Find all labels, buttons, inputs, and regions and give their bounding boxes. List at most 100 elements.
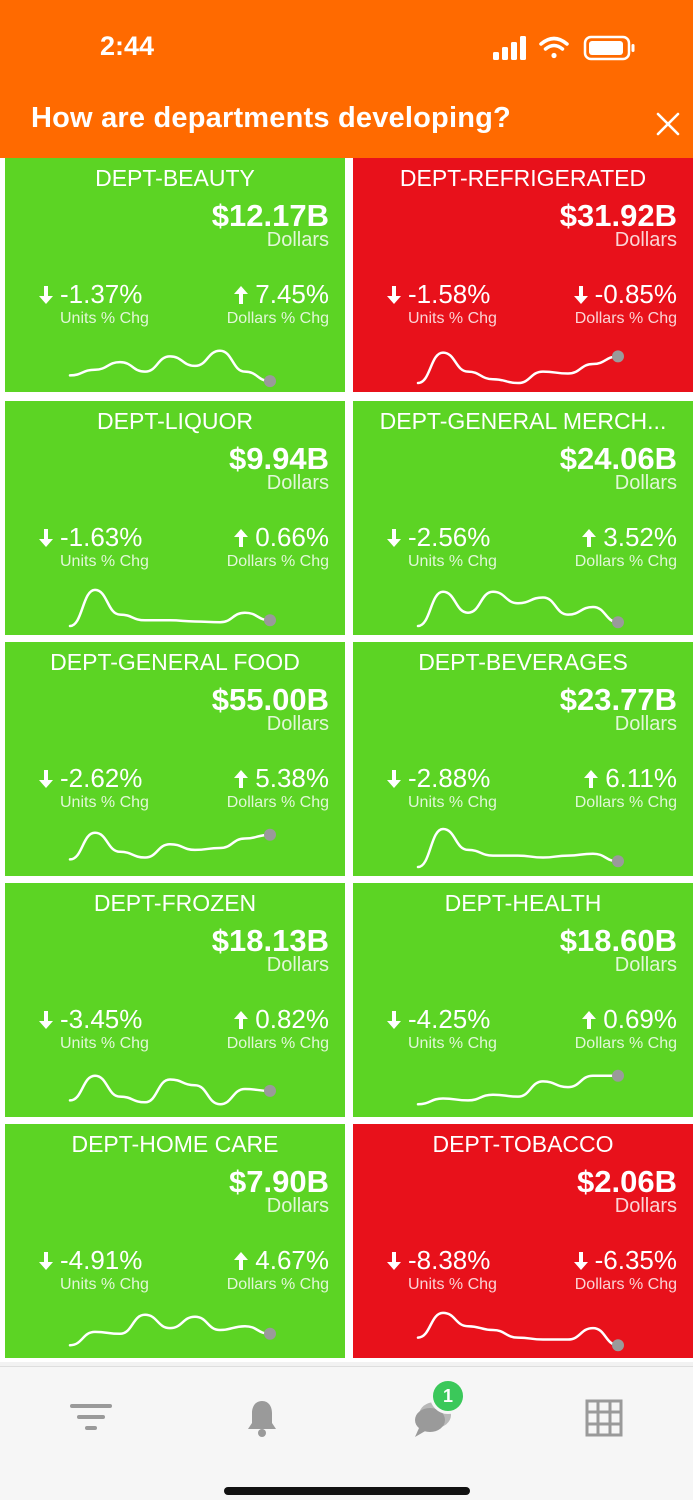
value-unit: Dollars	[266, 713, 329, 735]
trend-sparkline	[416, 590, 624, 629]
department-value: $23.77B	[559, 682, 677, 717]
department-name: DEPT-BEAUTY	[95, 165, 255, 191]
sparkline-endpoint	[612, 616, 624, 629]
dollars-change: -0.85%	[573, 279, 677, 310]
units-change: -3.45%	[38, 1004, 142, 1035]
sparkline-path	[68, 1313, 272, 1347]
notification-badge: 1	[430, 1378, 466, 1414]
dollars-change: 0.69%	[581, 1004, 677, 1035]
dollars-change-value: 0.69%	[603, 1004, 677, 1034]
sparkline-path	[416, 1074, 620, 1106]
sparkline-endpoint	[612, 855, 624, 868]
tab-filter[interactable]	[66, 1393, 116, 1443]
tab-notifications[interactable]	[237, 1393, 287, 1443]
sparkline-path	[68, 349, 272, 383]
dollars-change: 7.45%	[233, 279, 329, 310]
sparkline-endpoint	[612, 1069, 624, 1082]
grid-icon	[585, 1399, 623, 1437]
dollars-change: 0.82%	[233, 1004, 329, 1035]
arrow-up-icon	[582, 528, 597, 547]
units-change-label: Units % Chg	[408, 310, 497, 327]
units-change-label: Units % Chg	[408, 1035, 497, 1052]
department-tile[interactable]: DEPT-GENERAL MERCH... $24.06B Dollars -2.56…	[353, 401, 693, 635]
dollars-change-label: Dollars % Chg	[226, 310, 329, 327]
units-change: -1.58%	[386, 279, 490, 310]
dollars-change-label: Dollars % Chg	[226, 553, 329, 570]
department-tile[interactable]: DEPT-HOME CARE $7.90B Dollars -4.91% 4.67% Un…	[5, 1124, 345, 1358]
dollars-change-label: Dollars % Chg	[226, 1035, 329, 1052]
dollars-change-label: Dollars % Chg	[574, 310, 677, 327]
units-change: -2.56%	[386, 522, 490, 553]
dollars-change-label: Dollars % Chg	[574, 1276, 677, 1293]
sparkline-endpoint	[264, 1084, 276, 1097]
wifi-icon	[539, 36, 569, 59]
dollars-change-label: Dollars % Chg	[574, 1035, 677, 1052]
close-icon[interactable]	[652, 108, 684, 140]
app-header: 2:44 How are departments developing?	[0, 0, 693, 158]
department-tile[interactable]: DEPT-TOBACCO $2.06B Dollars -8.38% -6.35% Uni…	[353, 1124, 693, 1358]
arrow-up-icon	[234, 528, 249, 547]
department-value: $12.17B	[211, 198, 329, 233]
value-unit: Dollars	[266, 1195, 329, 1217]
units-change-label: Units % Chg	[408, 1276, 497, 1293]
arrow-down-icon	[573, 285, 588, 304]
department-name: DEPT-TOBACCO	[432, 1131, 614, 1157]
units-change: -4.25%	[386, 1004, 490, 1035]
department-tile[interactable]: DEPT-REFRIGERATED $31.92B Dollars -1.58% -0.…	[353, 158, 693, 392]
units-change-value: -8.38%	[408, 1245, 491, 1275]
dollars-change-value: 4.67%	[255, 1245, 329, 1275]
department-tile[interactable]: DEPT-BEVERAGES $23.77B Dollars -2.88% 6.11% U…	[353, 642, 693, 876]
arrow-up-icon	[582, 1010, 597, 1029]
department-name: DEPT-FROZEN	[93, 890, 257, 916]
department-value: $2.06B	[577, 1164, 677, 1199]
units-change-value: -4.25%	[408, 1004, 491, 1034]
filter-icon	[70, 1404, 112, 1430]
department-name: DEPT-GENERAL MERCH...	[379, 408, 667, 434]
department-value: $7.90B	[229, 1164, 329, 1199]
arrow-down-icon	[39, 528, 53, 547]
dollars-change-value: -0.85%	[594, 279, 677, 309]
trend-sparkline	[68, 1313, 276, 1347]
trend-sparkline	[68, 1074, 276, 1106]
dollars-change: 0.66%	[233, 522, 329, 553]
units-change: -1.63%	[38, 522, 142, 553]
department-tile[interactable]: DEPT-LIQUOR $9.94B Dollars -1.63% 0.66% Units…	[5, 401, 345, 635]
sparkline-path	[416, 827, 620, 869]
trend-sparkline	[416, 350, 624, 385]
department-name: DEPT-LIQUOR	[97, 408, 253, 434]
value-unit: Dollars	[614, 472, 677, 494]
sparkline-endpoint	[264, 614, 276, 627]
sparkline-endpoint	[612, 1339, 624, 1352]
arrow-down-icon	[39, 285, 53, 304]
sparkline-path	[68, 588, 272, 628]
dollars-change: 3.52%	[581, 522, 677, 553]
department-tile[interactable]: DEPT-HEALTH $18.60B Dollars -4.25% 0.69% Unit…	[353, 883, 693, 1117]
units-change: -1.37%	[38, 279, 142, 310]
units-change: -8.38%	[386, 1245, 490, 1276]
tab-grid[interactable]	[579, 1393, 629, 1443]
home-indicator	[224, 1487, 470, 1495]
department-value: $24.06B	[559, 441, 677, 476]
sparkline-path	[68, 831, 272, 861]
page-title: How are departments developing?	[31, 102, 511, 134]
arrow-down-icon	[39, 1251, 53, 1270]
trend-sparkline	[68, 588, 276, 628]
department-tile[interactable]: DEPT-FROZEN $18.13B Dollars -3.45% 0.82% Unit…	[5, 883, 345, 1117]
department-tile[interactable]: DEPT-BEAUTY $12.17B Dollars -1.37% 7.45% Unit…	[5, 158, 345, 392]
sparkline-path	[416, 351, 620, 385]
status-icons	[493, 35, 635, 61]
status-time: 2:44	[100, 31, 155, 61]
arrow-up-icon	[234, 1010, 249, 1029]
units-change-value: -1.63%	[60, 522, 143, 552]
arrow-down-icon	[387, 1010, 401, 1029]
arrow-up-icon	[234, 285, 249, 304]
value-unit: Dollars	[614, 229, 677, 251]
units-change-value: -4.91%	[60, 1245, 143, 1275]
value-unit: Dollars	[266, 229, 329, 251]
units-change-label: Units % Chg	[60, 310, 149, 327]
trend-sparkline	[68, 828, 276, 861]
trend-sparkline	[68, 349, 276, 388]
department-tile[interactable]: DEPT-GENERAL FOOD $55.00B Dollars -2.62% 5.3…	[5, 642, 345, 876]
signal-icon	[493, 36, 526, 60]
department-name: DEPT-GENERAL FOOD	[50, 649, 300, 675]
